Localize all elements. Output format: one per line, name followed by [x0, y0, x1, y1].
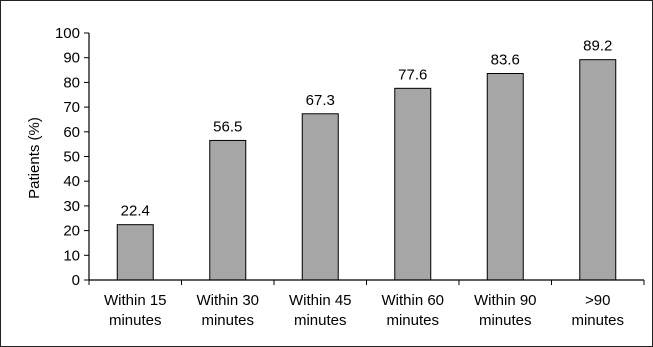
- bar-value-label: 67.3: [306, 92, 335, 109]
- bar-value-label: 77.6: [398, 66, 427, 83]
- bar: [394, 87, 432, 281]
- y-axis-ticks: 0 10 20 30 40 50 60 70 80 90 100: [55, 25, 89, 289]
- y-tick-label: 70: [63, 99, 80, 116]
- x-axis-categories: Within 15 minutes Within 30 minutes Within 4…: [88, 280, 645, 329]
- bars: [116, 59, 617, 281]
- y-tick-label: 40: [63, 173, 80, 190]
- y-tick-label: 50: [63, 149, 80, 166]
- x-category-label: Within 45: [289, 292, 352, 309]
- y-tick-label: 20: [63, 223, 80, 240]
- x-category-label: Within 60: [381, 292, 444, 309]
- data-labels: 22.4 56.5 67.3 77.6 83.6 89.2: [121, 38, 613, 220]
- axes: [88, 33, 644, 281]
- bar-value-label: 83.6: [491, 52, 520, 69]
- bar-value-label: 22.4: [121, 203, 150, 220]
- y-tick-label: 10: [63, 247, 80, 264]
- y-tick-label: 100: [55, 25, 80, 42]
- bar-value-label: 89.2: [583, 38, 612, 55]
- bar-value-label: 56.5: [213, 118, 242, 135]
- bar: [301, 113, 339, 281]
- y-tick-label: 0: [72, 272, 80, 289]
- x-category-label: minutes: [201, 312, 254, 329]
- x-category-label: minutes: [571, 312, 624, 329]
- x-category-label: minutes: [294, 312, 347, 329]
- x-category-label: minutes: [479, 312, 532, 329]
- x-category-label: Within 30: [196, 292, 259, 309]
- y-axis-title-group: Patients (%): [26, 117, 43, 199]
- x-category-label: minutes: [386, 312, 439, 329]
- y-tick-label: 80: [63, 74, 80, 91]
- bar: [116, 224, 154, 281]
- bar: [486, 73, 524, 281]
- bar: [209, 139, 247, 281]
- x-category-label: minutes: [109, 312, 162, 329]
- bar: [579, 59, 617, 281]
- y-tick-label: 60: [63, 124, 80, 141]
- y-axis-title: Patients (%): [26, 117, 43, 199]
- y-tick-label: 30: [63, 198, 80, 215]
- x-category-label: Within 15: [104, 292, 167, 309]
- x-category-label: Within 90: [474, 292, 537, 309]
- y-tick-label: 90: [63, 50, 80, 67]
- x-category-label: >90: [585, 292, 610, 309]
